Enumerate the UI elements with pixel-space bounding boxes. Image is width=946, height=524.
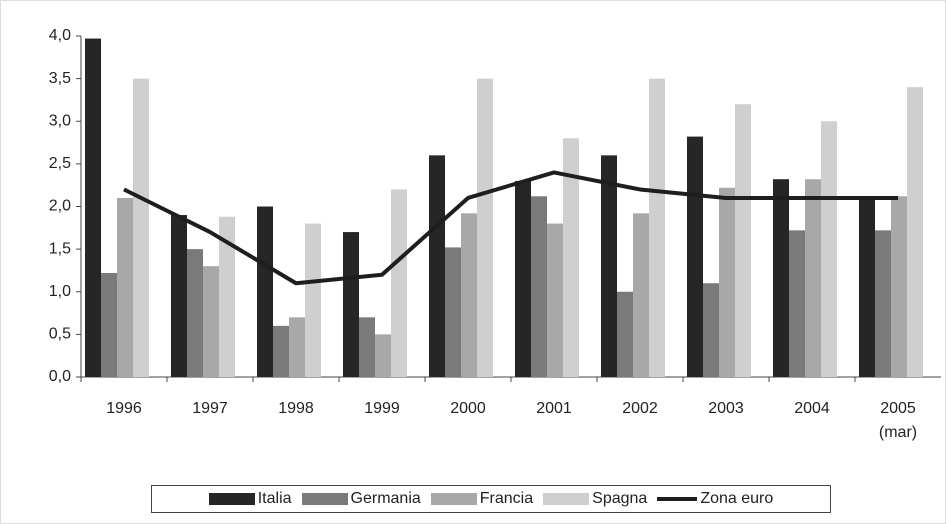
y-tick-label: 2,0	[49, 198, 71, 215]
y-tick-label: 4,0	[49, 27, 71, 44]
y-tick-label: 0,0	[49, 368, 71, 385]
bar	[805, 179, 821, 377]
y-tick-label: 3,5	[49, 70, 71, 87]
legend-label: Italia	[257, 490, 292, 507]
x-tick-label: 2005 (mar)	[878, 400, 918, 441]
bar	[859, 197, 875, 377]
legend-item: Francia	[430, 490, 534, 508]
legend-item: Spagna	[543, 490, 647, 508]
x-tick-label: 2004	[794, 400, 830, 417]
legend-label: Spagna	[592, 490, 648, 507]
y-tick-label: 1,5	[49, 240, 71, 257]
x-tick-label: 1996	[106, 400, 142, 417]
bar	[735, 104, 751, 377]
x-tick-label: 2001	[536, 400, 572, 417]
legend-swatch	[208, 493, 255, 505]
bar	[445, 247, 461, 377]
bar	[101, 272, 117, 377]
bar	[773, 179, 789, 377]
bar	[187, 249, 203, 377]
x-tick-label: 1997	[192, 400, 228, 417]
bar	[375, 334, 391, 377]
legend-item: Germania	[301, 490, 421, 508]
y-tick-label: 3,0	[49, 112, 71, 129]
line	[123, 170, 898, 286]
bar	[117, 197, 133, 377]
legend-swatch	[657, 497, 698, 501]
bar	[875, 230, 891, 377]
x-tick-label: 1999	[364, 400, 400, 417]
legend-swatch	[543, 493, 590, 505]
bar	[789, 230, 805, 377]
bar	[633, 213, 649, 377]
legend-item: Zona euro	[657, 490, 773, 508]
y-tick-label: 1,0	[49, 283, 71, 300]
bar	[257, 206, 273, 377]
bar	[531, 196, 547, 377]
bar	[891, 196, 907, 377]
legend-label: Zona euro	[700, 490, 774, 507]
legend-swatch	[301, 493, 348, 505]
bar	[515, 180, 531, 377]
bar	[203, 266, 219, 377]
bar	[477, 78, 493, 377]
y-tick-label: 2,5	[49, 155, 71, 172]
bar	[171, 215, 187, 377]
bar	[703, 283, 719, 377]
legend: Italia Germania Francia Spagna Zona euro	[151, 485, 831, 513]
bar	[649, 78, 665, 377]
bar	[547, 223, 563, 377]
bar	[289, 317, 305, 377]
legend-label: Francia	[479, 490, 534, 507]
bar	[305, 223, 321, 377]
bar	[273, 325, 289, 377]
x-tick-label: 2002	[622, 400, 658, 417]
x-tick-label: 2000	[450, 400, 486, 417]
bar	[617, 291, 633, 377]
bar	[687, 136, 703, 377]
bar	[601, 155, 617, 377]
y-tick-label: 0,5	[49, 326, 71, 343]
bar	[359, 317, 375, 377]
bar	[563, 138, 579, 377]
x-tick-label: 2003	[708, 400, 744, 417]
legend-item: Italia	[208, 490, 292, 508]
bar	[133, 78, 149, 377]
bar	[85, 38, 101, 378]
bar	[461, 213, 477, 377]
bar	[429, 155, 445, 377]
bar	[343, 232, 359, 377]
bar	[719, 187, 735, 377]
bar	[391, 189, 407, 377]
legend-label: Germania	[350, 490, 421, 507]
bar	[219, 216, 235, 377]
bar	[821, 121, 837, 377]
x-tick-label: 1998	[278, 400, 314, 417]
legend-swatch	[430, 493, 477, 505]
bar	[907, 87, 923, 378]
